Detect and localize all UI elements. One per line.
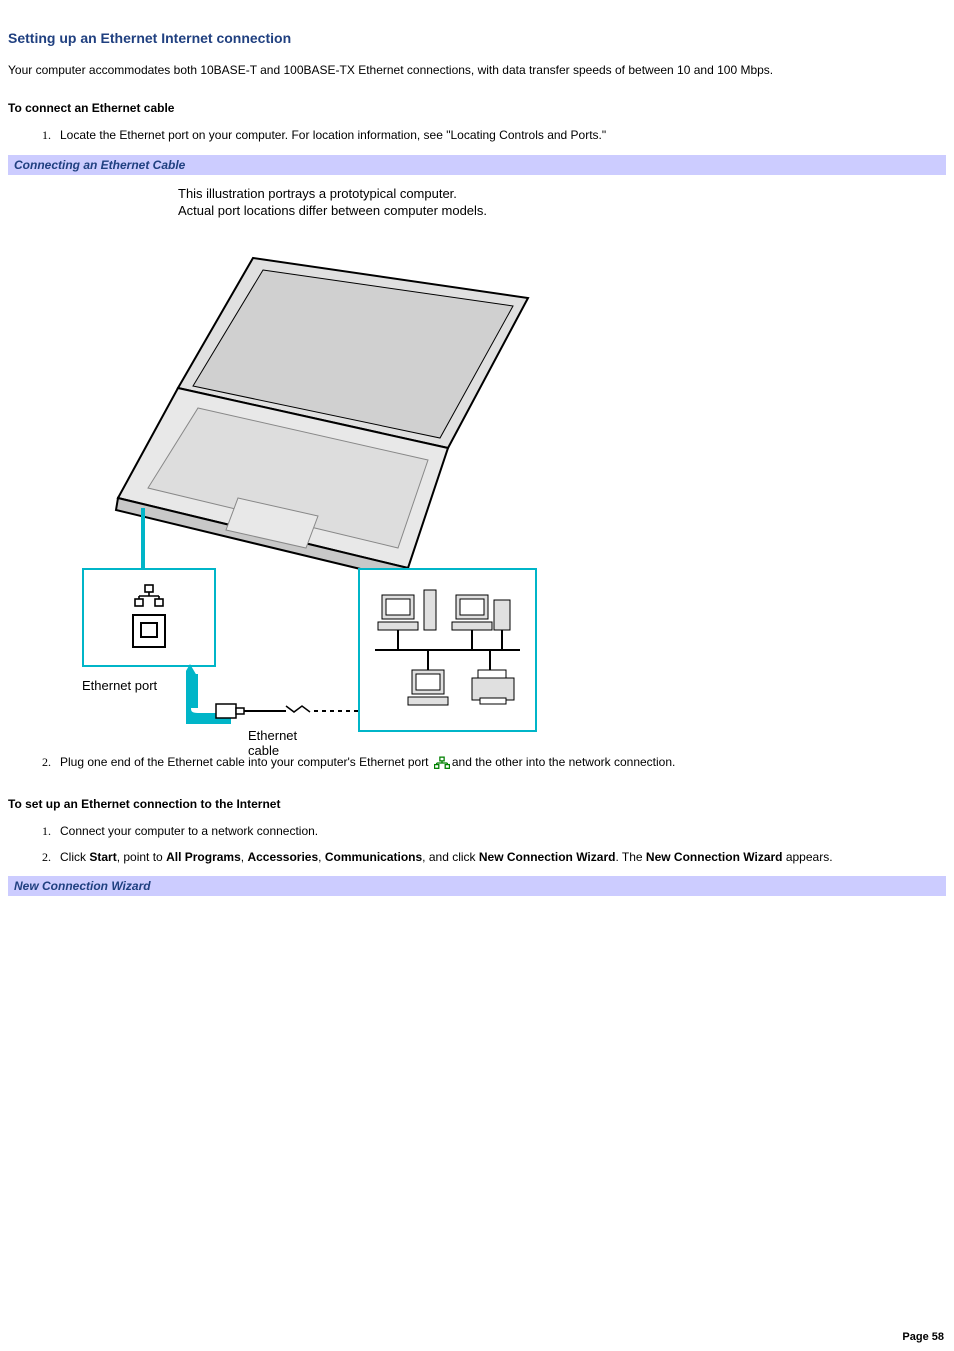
s2p5: . The (615, 850, 645, 864)
cable-arrow-icon (186, 654, 361, 724)
section1-step2: Plug one end of the Ethernet cable into … (54, 754, 946, 771)
intro-text: Your computer accommodates both 10BASE-T… (8, 62, 946, 79)
ethernet-icon-inline (434, 756, 450, 770)
banner-new-connection-wizard: New Connection Wizard (8, 876, 946, 896)
s2p1: , point to (117, 850, 166, 864)
section2-title: To set up an Ethernet connection to the … (8, 797, 946, 811)
ethernet-port-inset (82, 568, 216, 667)
label-ethernet-port: Ethernet port (82, 678, 157, 693)
bold-communications: Communications (325, 850, 422, 864)
page-number: Page 58 (902, 1331, 944, 1343)
bold-new-conn-wizard-2: New Connection Wizard (646, 850, 783, 864)
figure-ethernet: This illustration portrays a prototypica… (8, 185, 946, 738)
network-inset (358, 568, 537, 732)
ethernet-illustration: Ethernet port Ethernet cable (178, 238, 618, 738)
section2-step1: Connect your computer to a network conne… (54, 823, 946, 840)
page-title: Setting up an Ethernet Internet connecti… (8, 30, 946, 46)
s2p3: , (318, 850, 325, 864)
banner-connecting-cable: Connecting an Ethernet Cable (8, 155, 946, 175)
ethernet-jack-icon (132, 614, 166, 648)
s2p0: Click (60, 850, 89, 864)
bold-accessories: Accessories (247, 850, 318, 864)
bold-all-programs: All Programs (166, 850, 241, 864)
label-ethernet-cable: Ethernet cable (248, 728, 318, 759)
section2-step2: Click Start, point to All Programs, Acce… (54, 849, 946, 866)
s2p6: appears. (783, 850, 833, 864)
section1-step2-b: and the other into the network connectio… (452, 755, 675, 769)
figure-caption-2: Actual port locations differ between com… (178, 202, 946, 220)
section1-title: To connect an Ethernet cable (8, 101, 946, 115)
bold-new-conn-wizard: New Connection Wizard (479, 850, 616, 864)
s2p4: , and click (422, 850, 479, 864)
ethernet-icon (134, 584, 164, 608)
network-diagram-icon (360, 570, 535, 730)
section1-step1: Locate the Ethernet port on your compute… (54, 127, 946, 144)
bold-start: Start (89, 850, 116, 864)
section1-step2-a: Plug one end of the Ethernet cable into … (60, 755, 432, 769)
laptop-icon (108, 248, 568, 588)
figure-caption-1: This illustration portrays a prototypica… (178, 185, 946, 203)
